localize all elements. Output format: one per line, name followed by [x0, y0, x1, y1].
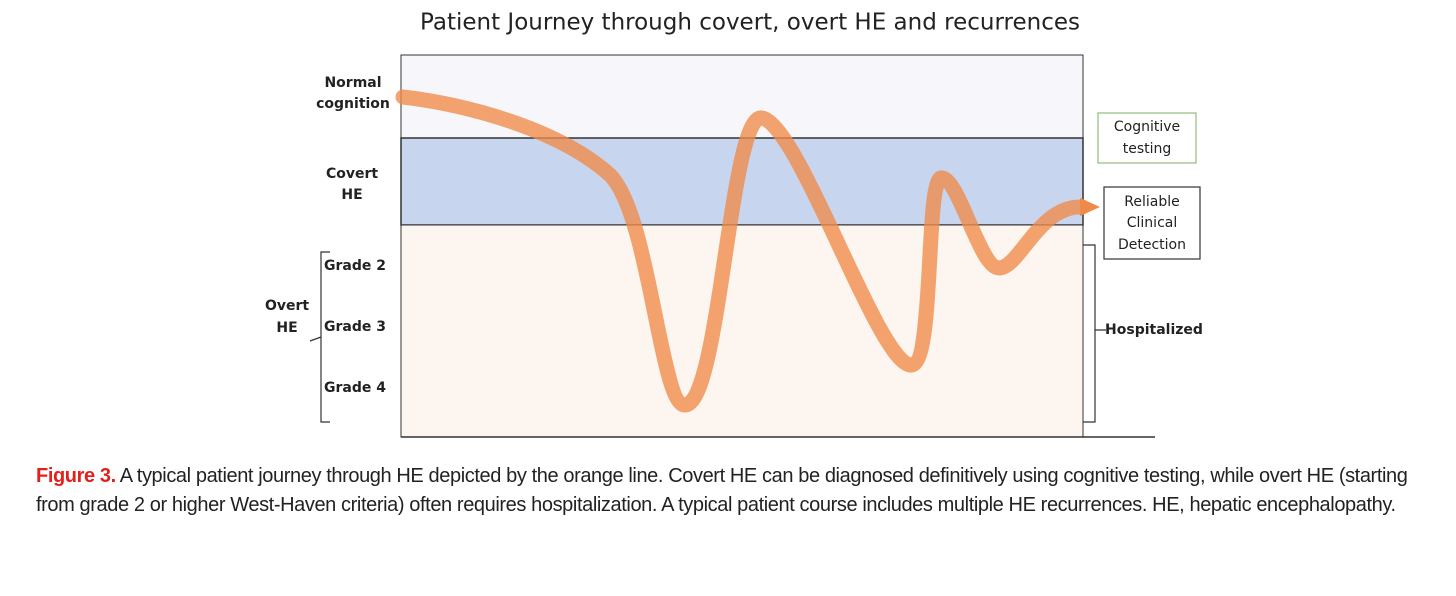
overt-zone — [400, 224, 1084, 438]
grade-label: Grade 2 — [324, 258, 386, 274]
box-label: Reliable — [1124, 194, 1179, 210]
patient-journey-line — [395, 89, 1090, 413]
zone-label: Covert — [326, 166, 378, 182]
box-label: Clinical — [1127, 215, 1177, 231]
box-label: testing — [1123, 141, 1172, 157]
grade-label: Grade 3 — [324, 319, 386, 335]
zone-label: HE — [276, 320, 297, 336]
arrow-head — [1080, 198, 1100, 216]
zone-label: Overt — [265, 298, 309, 314]
cognitive-testing-box — [1097, 112, 1197, 164]
box-label: Detection — [1118, 237, 1186, 253]
overt-bracket — [309, 251, 330, 423]
diagram: Patient Journey through covert, overt HE… — [265, 10, 1203, 438]
zone-label: Normal — [324, 75, 381, 91]
grade-label: Grade 4 — [324, 380, 386, 396]
figure-label: Figure 3. — [36, 465, 116, 487]
hospitalized-label: Hospitalized — [1105, 322, 1203, 338]
zone-label: HE — [341, 187, 362, 203]
box-label: Cognitive — [1114, 119, 1180, 135]
zone-label: cognition — [316, 96, 390, 112]
caption-text: A typical patient journey through HE dep… — [36, 465, 1408, 516]
clinical-detection-box — [1103, 186, 1201, 260]
caption: Figure 3. A typical patient journey thro… — [36, 462, 1446, 520]
hospitalized-bracket — [1083, 244, 1106, 423]
title: Patient Journey through covert, overt HE… — [420, 10, 1080, 36]
